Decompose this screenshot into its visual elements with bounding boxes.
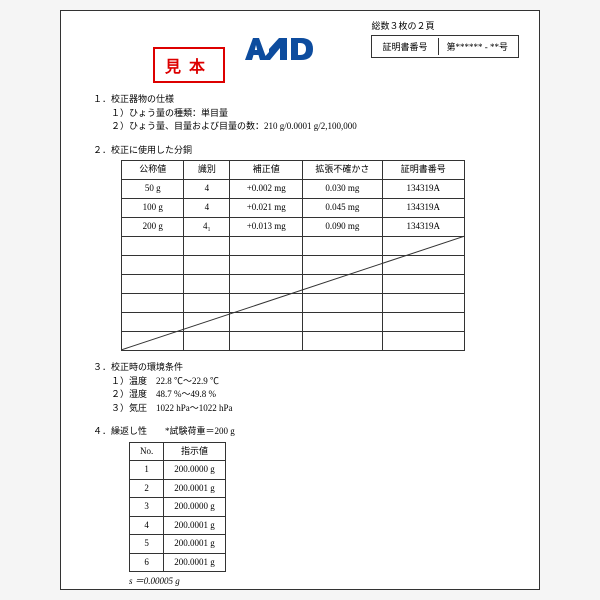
sec1-line2: ２）ひょう量、目量および目量の数：210 g/0.0001 g/2,100,00… [111,120,519,134]
logo [235,36,325,66]
empty-cell [122,313,184,332]
table-cell: 200.0000 g [164,498,226,517]
table-cell: 134319A [382,199,464,218]
empty-cell [382,275,464,294]
empty-cell [382,237,464,256]
document-page: 総数３枚の２頁 証明書番号 第****** - **号 見本 １．校正器物の仕様… [60,10,540,590]
table-cell: 6 [130,553,164,572]
empty-cell [184,275,230,294]
empty-cell [303,237,382,256]
empty-cell [122,332,184,351]
cert-value: 第****** - **号 [438,38,517,55]
empty-cell [303,256,382,275]
cert-number-box: 証明書番号 第****** - **号 [371,35,519,58]
table-cell: 134319A [382,218,464,237]
empty-cell [303,313,382,332]
empty-cell [382,256,464,275]
sec3-line3: ３）気圧 1022 hPa～1022 hPa [111,402,519,416]
empty-cell [230,332,303,351]
table-cell: 4₁ [184,218,230,237]
sample-stamp: 見本 [153,47,225,83]
empty-cell [303,294,382,313]
empty-cell [382,332,464,351]
sec1-title: １．校正器物の仕様 [93,93,519,107]
sec4-title: ４．繰返し性 *試験荷重＝200 g [93,425,519,439]
empty-cell [382,294,464,313]
table-cell: 4 [130,516,164,535]
table-cell: 200 g [122,218,184,237]
section-2: ２．校正に使用した分銅 公称値識別補正値拡張不確かさ証明書番号 50 g4+0.0… [93,144,519,352]
empty-cell [230,237,303,256]
table-cell: 0.030 mg [303,180,382,199]
empty-cell [184,332,230,351]
empty-cell [122,256,184,275]
empty-cell [184,237,230,256]
empty-cell [184,313,230,332]
col-header: 補正値 [230,161,303,180]
col-header: 証明書番号 [382,161,464,180]
table-cell: 0.090 mg [303,218,382,237]
empty-cell [230,313,303,332]
empty-cell [303,332,382,351]
empty-cell [184,294,230,313]
empty-cell [230,256,303,275]
table-cell: 134319A [382,180,464,199]
empty-cell [122,275,184,294]
empty-cell [184,256,230,275]
sec2-title: ２．校正に使用した分銅 [93,144,519,158]
table-cell: 200.0001 g [164,479,226,498]
section-3: ３．校正時の環境条件 １）温度 22.8 ℃～22.9 ℃ ２）湿度 48.7 … [93,361,519,415]
empty-cell [303,275,382,294]
col-header: 拡張不確かさ [303,161,382,180]
empty-cell [230,275,303,294]
table-cell: 200.0000 g [164,461,226,480]
col-header: 公称値 [122,161,184,180]
header-block: 総数３枚の２頁 証明書番号 第****** - **号 [371,19,519,60]
table-cell: 5 [130,535,164,554]
table-cell: 50 g [122,180,184,199]
table-cell: 4 [184,180,230,199]
sec4-footer: s ＝0.00005 g [129,575,519,589]
table-cell: +0.013 mg [230,218,303,237]
table-cell: 200.0001 g [164,553,226,572]
table-cell: 200.0001 g [164,535,226,554]
table-cell: 3 [130,498,164,517]
col-header: 指示値 [164,442,226,461]
table-cell: 4 [184,199,230,218]
page-info: 総数３枚の２頁 [371,19,519,32]
table-cell: 200.0001 g [164,516,226,535]
section-1: １．校正器物の仕様 １）ひょう量の種類：単目量 ２）ひょう量、目量および目量の数… [93,93,519,134]
table-cell: 100 g [122,199,184,218]
table-cell: 0.045 mg [303,199,382,218]
section-4: ４．繰返し性 *試験荷重＝200 g No.指示値1200.0000 g2200… [93,425,519,589]
sec3-line1: １）温度 22.8 ℃～22.9 ℃ [111,375,519,389]
empty-cell [382,313,464,332]
table-cell: 2 [130,479,164,498]
empty-cell [230,294,303,313]
repeatability-table: No.指示値1200.0000 g2200.0001 g3200.0000 g4… [129,442,226,573]
empty-cell [122,294,184,313]
sec3-title: ３．校正時の環境条件 [93,361,519,375]
empty-cell [122,237,184,256]
table-cell: +0.021 mg [230,199,303,218]
col-header: 識別 [184,161,230,180]
table-cell: 1 [130,461,164,480]
sec3-line2: ２）湿度 48.7 %～49.8 % [111,388,519,402]
sec1-line1: １）ひょう量の種類：単目量 [111,107,519,121]
calibration-table: 公称値識別補正値拡張不確かさ証明書番号 50 g4+0.002 mg0.030 m… [121,160,465,351]
col-header: No. [130,442,164,461]
table-cell: +0.002 mg [230,180,303,199]
cert-label: 証明書番号 [374,38,435,55]
